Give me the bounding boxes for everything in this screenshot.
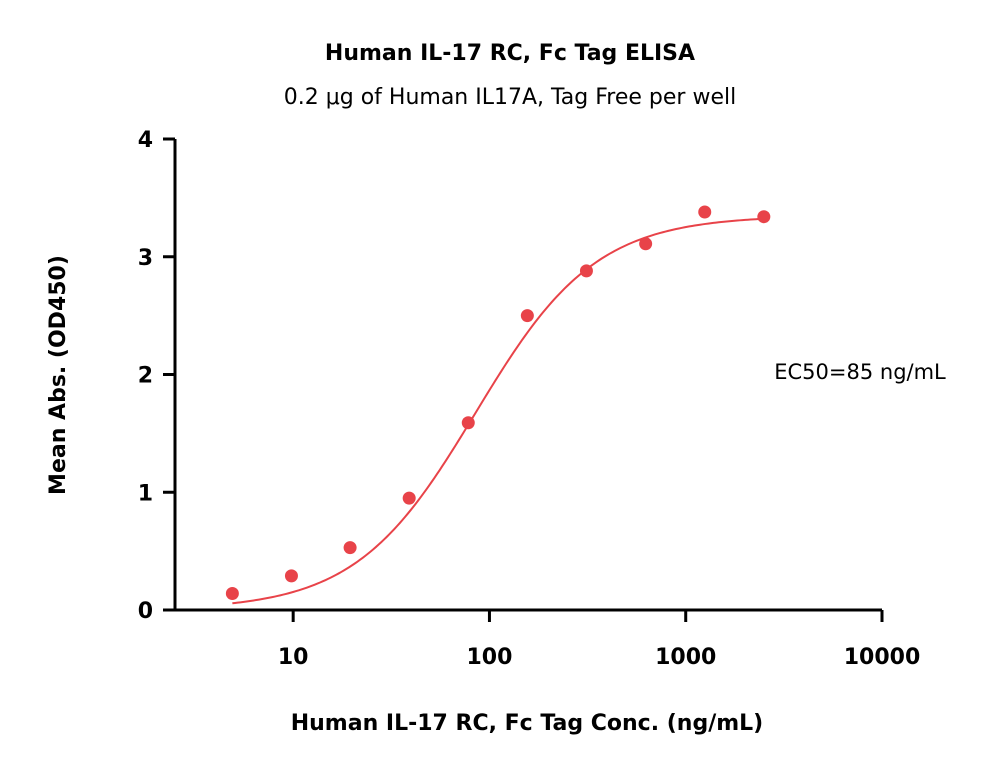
data-point bbox=[343, 541, 357, 555]
chart-title: Human IL-17 RC, Fc Tag ELISA bbox=[325, 41, 695, 66]
data-point bbox=[579, 264, 593, 278]
data-point bbox=[402, 491, 416, 505]
x-tick-label: 100 bbox=[466, 645, 512, 670]
data-point bbox=[284, 569, 298, 583]
data-point bbox=[757, 210, 771, 224]
data-point bbox=[520, 309, 534, 323]
x-tick-label: 10000 bbox=[844, 645, 921, 670]
y-tick-label: 3 bbox=[138, 246, 153, 271]
data-point bbox=[639, 237, 653, 251]
y-axis-label: Mean Abs. (OD450) bbox=[46, 255, 71, 495]
fit-curve bbox=[232, 217, 764, 605]
y-axis: 0 1 2 3 4 bbox=[138, 128, 177, 624]
ec50-annotation: EC50=85 ng/mL bbox=[774, 360, 946, 384]
data-point bbox=[698, 205, 712, 219]
x-axis: 10 100 1000 10000 bbox=[175, 608, 921, 670]
y-tick-label: 1 bbox=[138, 481, 153, 506]
x-tick-label: 10 bbox=[278, 645, 309, 670]
data-points bbox=[225, 205, 771, 601]
chart-subtitle: 0.2 μg of Human IL17A, Tag Free per well bbox=[284, 85, 736, 110]
x-axis-label: Human IL-17 RC, Fc Tag Conc. (ng/mL) bbox=[291, 711, 764, 736]
y-tick-label: 2 bbox=[138, 364, 153, 389]
y-tick-label: 0 bbox=[138, 599, 153, 624]
x-tick-label: 1000 bbox=[655, 645, 716, 670]
data-point bbox=[461, 416, 475, 430]
data-point bbox=[225, 587, 239, 601]
y-tick-label: 4 bbox=[138, 128, 153, 153]
